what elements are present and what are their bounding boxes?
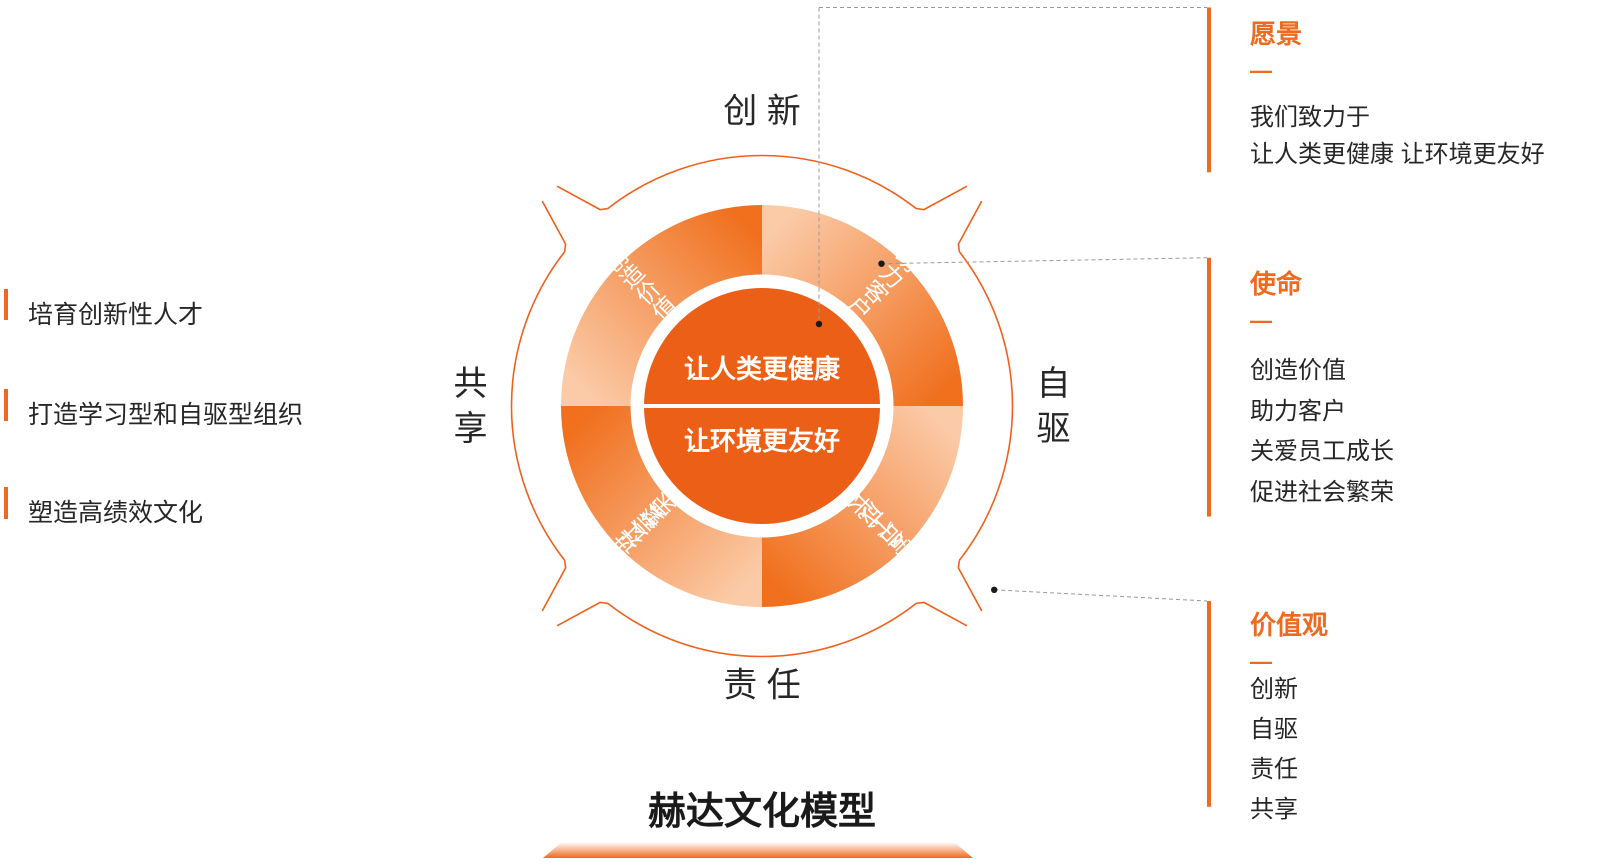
svg-text:让人类更健康: 让人类更健康 [684, 354, 841, 384]
svg-text:赫达文化模型: 赫达文化模型 [648, 791, 876, 833]
svg-text:共: 共 [454, 365, 488, 403]
svg-text:让环境更友好: 让环境更友好 [684, 426, 840, 456]
svg-text:自: 自 [1037, 365, 1071, 403]
svg-text:驱: 驱 [1037, 410, 1071, 448]
svg-text:责 任: 责 任 [723, 667, 800, 705]
svg-text:创 新: 创 新 [723, 93, 800, 131]
svg-text:享: 享 [454, 410, 488, 448]
